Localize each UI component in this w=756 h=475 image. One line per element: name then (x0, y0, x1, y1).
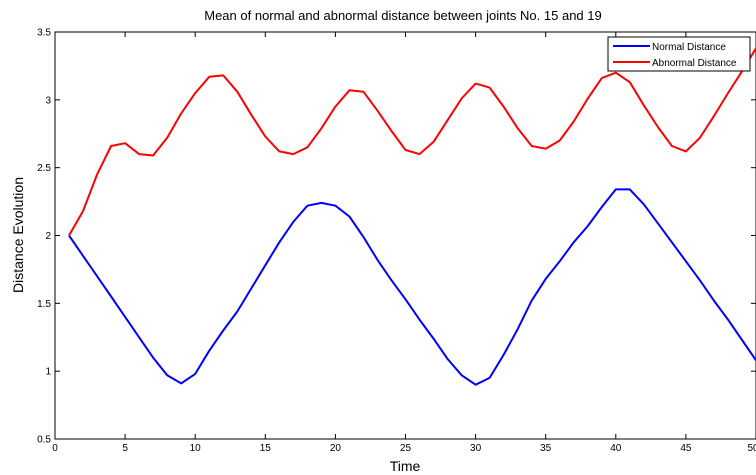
x-tick-label: 30 (470, 443, 482, 454)
y-tick-label: 0.5 (37, 435, 51, 446)
x-axis-label: Time (390, 458, 421, 474)
legend: Normal Distance Abnormal Distance (607, 36, 751, 72)
legend-label-abnormal-distance: Abnormal Distance (652, 58, 737, 69)
x-tick-label: 35 (540, 443, 552, 454)
x-tick-label: 10 (190, 443, 202, 454)
plot-area (54, 31, 756, 440)
y-tick-label: 1.5 (37, 299, 51, 310)
x-tick-label: 0 (52, 443, 58, 454)
series-line-normal-distance (68, 188, 756, 386)
legend-box (607, 36, 751, 72)
y-tick-label: 2.5 (37, 163, 51, 174)
x-axis: 0 5 10 15 20 25 30 35 40 45 50 (52, 32, 756, 454)
x-tick-label: 40 (610, 443, 622, 454)
y-axis-label: Distance Evolution (10, 177, 26, 293)
x-tick-label: 50 (747, 443, 756, 454)
series-layer (68, 47, 756, 386)
y-tick-label: 3.5 (37, 28, 51, 39)
chart-title: Mean of normal and abnormal distance bet… (204, 8, 601, 23)
x-tick-label: 5 (122, 443, 128, 454)
x-tick-label: 45 (680, 443, 692, 454)
y-tick-label: 3 (45, 95, 51, 106)
x-tick-label: 15 (260, 443, 272, 454)
legend-label-normal-distance: Normal Distance (652, 42, 726, 53)
y-tick-label: 2 (45, 231, 51, 242)
y-axis: 0.5 1 1.5 2 2.5 3 3.5 (37, 28, 756, 446)
x-tick-label: 20 (330, 443, 342, 454)
x-tick-label: 25 (400, 443, 412, 454)
series-line-abnormal-distance (68, 47, 756, 236)
y-tick-label: 1 (45, 367, 51, 378)
